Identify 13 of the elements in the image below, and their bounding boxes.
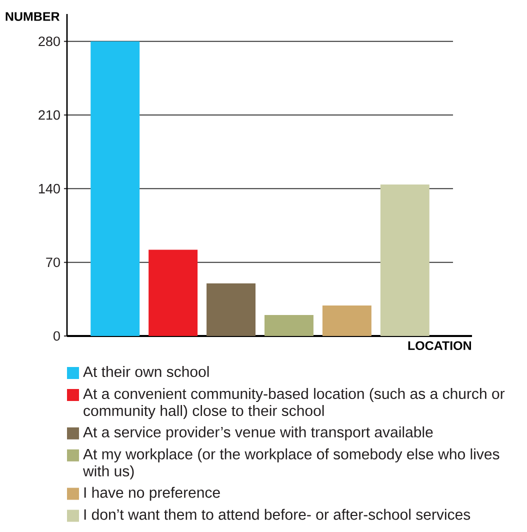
y-tick-label: 0	[54, 331, 60, 341]
legend-label: At their own school	[83, 366, 209, 378]
legend-label: I have no preference	[84, 486, 220, 501]
y-tick-label: 70	[46, 258, 60, 268]
y-tick-label: 280	[38, 36, 60, 46]
x-axis-title: LOCATION	[408, 341, 471, 350]
y-axis-title: NUMBER	[6, 12, 60, 21]
y-tick-label: 140	[38, 184, 60, 194]
y-tick-label: 210	[38, 110, 60, 120]
legend-label: At a convenient community-based location (such as a church or community hall) close to their school	[83, 388, 505, 420]
legend-label: At my workplace (or the workplace of somebody else who lives with us)	[82, 448, 500, 480]
legend-label: At a service provider’s venue with transport available	[83, 426, 433, 440]
legend-label: I don’t want them to attend before- or after-school services	[84, 508, 470, 520]
